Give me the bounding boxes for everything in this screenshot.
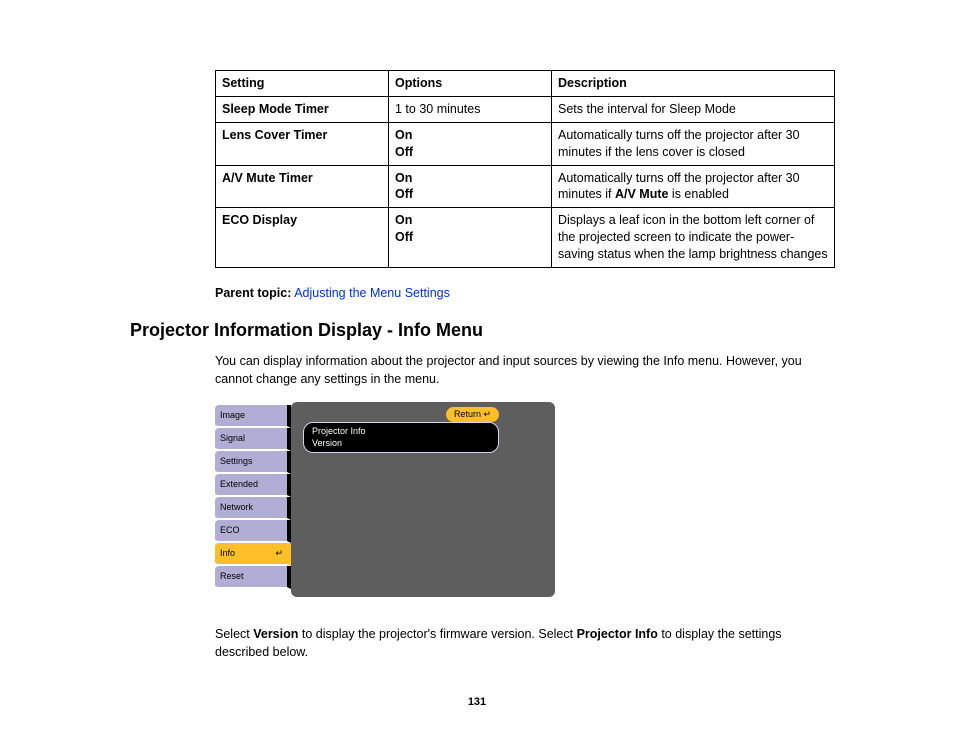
menu-item-info[interactable]: Info xyxy=(215,543,291,566)
section-heading: Projector Information Display - Info Men… xyxy=(130,320,854,341)
th-description: Description xyxy=(552,71,835,97)
parent-topic-link[interactable]: Adjusting the Menu Settings xyxy=(294,286,450,300)
submenu-item-version[interactable]: Version xyxy=(312,438,490,449)
cell-description: Sets the interval for Sleep Mode xyxy=(552,96,835,122)
cell-options: OnOff xyxy=(389,122,552,165)
menu-item-image[interactable]: Image xyxy=(215,405,291,428)
intro-text: You can display information about the pr… xyxy=(215,353,835,388)
cell-description: Automatically turns off the projector af… xyxy=(552,122,835,165)
cell-setting: Sleep Mode Timer xyxy=(216,96,389,122)
page-number: 131 xyxy=(0,696,954,708)
th-setting: Setting xyxy=(216,71,389,97)
table-row: Lens Cover TimerOnOffAutomatically turns… xyxy=(216,122,835,165)
cell-description: Displays a leaf icon in the bottom left … xyxy=(552,208,835,268)
return-button[interactable]: Return xyxy=(446,407,499,422)
parent-topic: Parent topic: Adjusting the Menu Setting… xyxy=(215,286,854,300)
table-row: A/V Mute TimerOnOffAutomatically turns o… xyxy=(216,165,835,208)
cell-setting: A/V Mute Timer xyxy=(216,165,389,208)
cell-options: OnOff xyxy=(389,208,552,268)
parent-topic-label: Parent topic: xyxy=(215,286,291,300)
menu-screenshot: ImageSignalSettingsExtendedNetworkECOInf… xyxy=(215,402,555,602)
table-row: ECO DisplayOnOffDisplays a leaf icon in … xyxy=(216,208,835,268)
cell-description: Automatically turns off the projector af… xyxy=(552,165,835,208)
cell-setting: ECO Display xyxy=(216,208,389,268)
cell-options: OnOff xyxy=(389,165,552,208)
cell-options: 1 to 30 minutes xyxy=(389,96,552,122)
cell-setting: Lens Cover Timer xyxy=(216,122,389,165)
th-options: Options xyxy=(389,71,552,97)
menu-panel: Return Projector Info Version xyxy=(291,402,555,597)
menu-item-eco[interactable]: ECO xyxy=(215,520,291,543)
footer-text: Select Version to display the projector'… xyxy=(215,626,835,661)
settings-table: Setting Options Description Sleep Mode T… xyxy=(215,70,835,268)
submenu-box: Projector Info Version xyxy=(303,422,499,453)
menu-item-settings[interactable]: Settings xyxy=(215,451,291,474)
menu-item-extended[interactable]: Extended xyxy=(215,474,291,497)
menu-item-reset[interactable]: Reset xyxy=(215,566,291,589)
menu-item-network[interactable]: Network xyxy=(215,497,291,520)
menu-sidebar: ImageSignalSettingsExtendedNetworkECOInf… xyxy=(215,405,291,589)
submenu-item-projector-info[interactable]: Projector Info xyxy=(312,426,490,437)
table-row: Sleep Mode Timer1 to 30 minutesSets the … xyxy=(216,96,835,122)
menu-item-signal[interactable]: Signal xyxy=(215,428,291,451)
